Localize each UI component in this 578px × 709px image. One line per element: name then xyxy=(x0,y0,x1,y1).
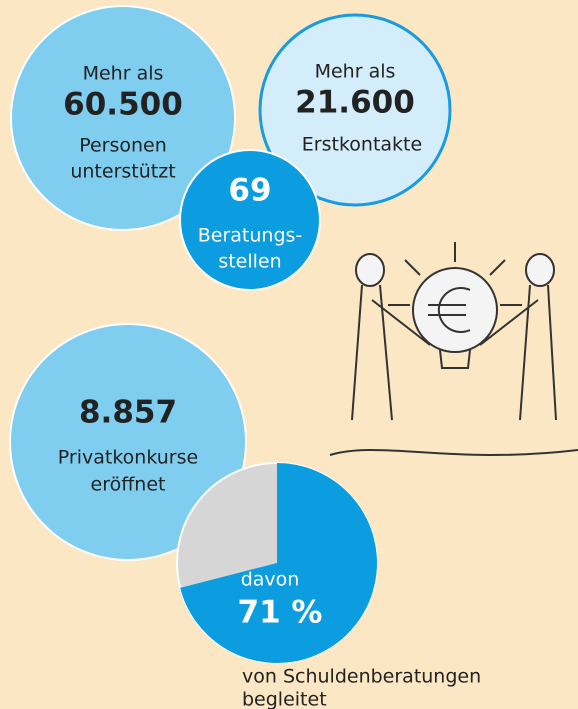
label: Personen xyxy=(79,135,167,157)
label: eröffnet xyxy=(91,474,166,496)
label: unterstützt xyxy=(70,161,175,183)
label: Erstkontakte xyxy=(302,134,422,156)
value: 60.500 xyxy=(63,87,183,123)
caption: begleitet xyxy=(242,689,327,709)
value: 8.857 xyxy=(79,395,177,431)
prefix: Mehr als xyxy=(315,61,396,83)
value: 69 xyxy=(228,173,271,209)
label: Beratungs- xyxy=(198,225,303,247)
label: stellen xyxy=(218,251,281,273)
prefix: davon xyxy=(241,569,300,591)
infographic: Mehr als 60.500 Personen unterstützt Meh… xyxy=(0,0,578,709)
value: 21.600 xyxy=(295,85,415,121)
label: Privatkonkurse xyxy=(58,447,198,469)
page: Mehr als 60.500 Personen unterstützt Meh… xyxy=(0,0,578,709)
value-label: 71 % xyxy=(238,595,323,631)
prefix: Mehr als xyxy=(83,63,164,85)
caption: von Schuldenberatungen xyxy=(242,666,481,688)
